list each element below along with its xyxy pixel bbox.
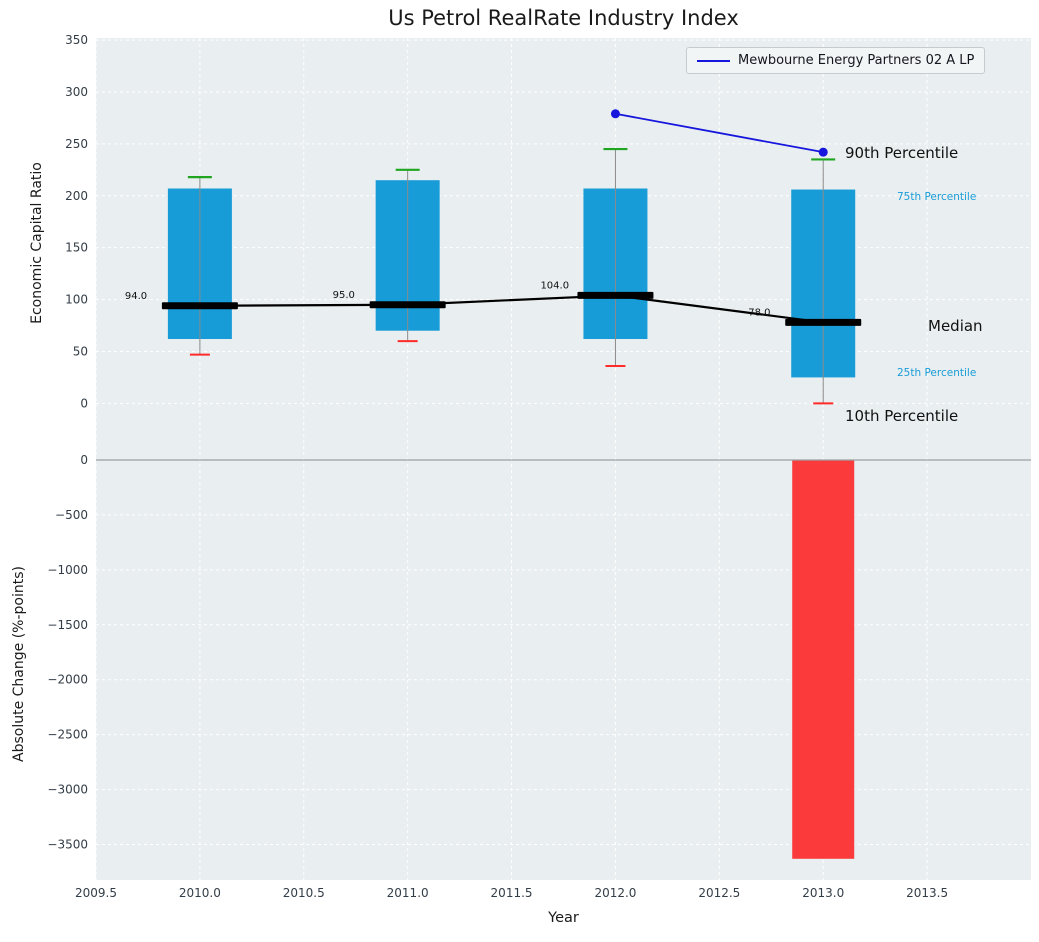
bottom-ytick-label: −1500 xyxy=(47,618,88,632)
xtick-label: 2010.5 xyxy=(283,886,325,900)
y-axis-label-bottom: Absolute Change (%-points) xyxy=(11,566,27,762)
bottom-ytick-label: −3500 xyxy=(47,838,88,852)
xtick-label: 2009.5 xyxy=(75,886,117,900)
median-value-label-2010: 94.0 xyxy=(125,291,147,302)
company-line xyxy=(615,112,824,154)
bottom-ytick-label: −3000 xyxy=(47,783,88,797)
top-ytick-label: 150 xyxy=(65,241,88,255)
bottom-ytick-label: −1000 xyxy=(47,563,88,577)
y-axis-label-top: Economic Capital Ratio xyxy=(29,162,45,324)
bottom-ytick-label: −2500 xyxy=(47,728,88,742)
top-plot-background xyxy=(96,38,1031,448)
annotation-75th-percentile: 75th Percentile xyxy=(897,191,977,203)
median-value-label-2012: 104.0 xyxy=(540,280,569,291)
top-ytick-label: 300 xyxy=(65,85,88,99)
median-marker-2010 xyxy=(161,302,238,310)
company-point-2013 xyxy=(818,147,828,157)
top-ytick-label: 200 xyxy=(65,189,88,203)
legend-line-sample xyxy=(697,59,730,62)
bottom-plot-background xyxy=(96,448,1031,880)
top-ytick-label: 0 xyxy=(80,396,88,410)
top-ytick-label: 250 xyxy=(65,137,88,151)
xtick-label: 2011.0 xyxy=(387,886,429,900)
xtick-label: 2013.0 xyxy=(802,886,844,900)
bottom-ytick-label: −500 xyxy=(55,508,88,522)
top-ytick-label: 350 xyxy=(65,33,88,47)
median-line xyxy=(199,294,824,324)
xtick-label: 2013.5 xyxy=(906,886,948,900)
company-point-2012 xyxy=(610,109,620,119)
bottom-ytick-label: 0 xyxy=(80,453,88,467)
top-ytick-label: 100 xyxy=(65,293,88,307)
annotation-90th-percentile: 90th Percentile xyxy=(845,144,959,162)
chart-title: Us Petrol RealRate Industry Index xyxy=(388,6,739,30)
median-value-label-2013: 78.0 xyxy=(748,307,770,318)
legend-label: Mewbourne Energy Partners 02 A LP xyxy=(738,53,975,68)
top-ytick-label: 50 xyxy=(73,344,88,358)
annotation-25th-percentile: 25th Percentile xyxy=(897,367,977,379)
median-marker-2011 xyxy=(369,301,446,309)
xtick-label: 2010.0 xyxy=(179,886,221,900)
legend: Mewbourne Energy Partners 02 A LP xyxy=(686,47,986,74)
xtick-label: 2012.0 xyxy=(594,886,636,900)
change-bar-2013 xyxy=(792,459,855,859)
x-axis-label: Year xyxy=(548,910,579,926)
annotation-median: Median xyxy=(928,317,983,335)
median-marker-2013 xyxy=(785,318,862,326)
annotation-10th-percentile: 10th Percentile xyxy=(845,407,959,425)
xtick-label: 2012.5 xyxy=(698,886,740,900)
median-value-label-2011: 95.0 xyxy=(333,290,355,301)
xtick-label: 2011.5 xyxy=(491,886,533,900)
median-marker-2012 xyxy=(577,291,654,299)
bottom-ytick-label: −2000 xyxy=(47,673,88,687)
